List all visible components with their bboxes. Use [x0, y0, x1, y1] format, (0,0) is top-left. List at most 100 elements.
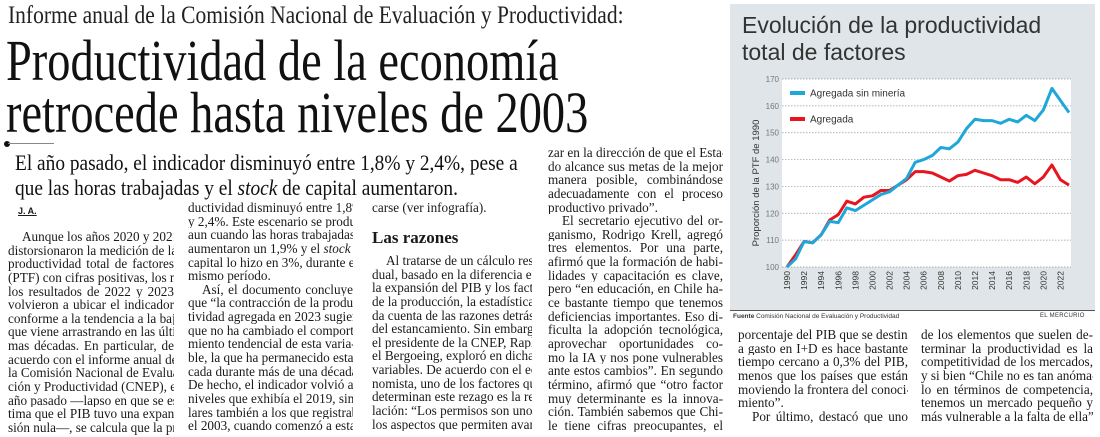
- text-line: año pasado —lapso en que se es-: [8, 393, 174, 408]
- y-tick-label: 150: [766, 129, 780, 138]
- text-line: ce bastante tiempo que tenemos: [548, 296, 723, 310]
- text-line: mas décadas. En particular, de: [8, 339, 174, 353]
- deck-line-2: que las horas trabajadas y el stock de c…: [15, 175, 458, 201]
- text-line: ción y Productividad (CNEP), el: [8, 380, 174, 394]
- text-segment: El año pasado, el indicador disminuyó en…: [15, 150, 518, 175]
- source-text: Comisión Nacional de Evaluación y Produc…: [756, 313, 900, 320]
- text-line: cada durante más de una década”.: [188, 364, 353, 379]
- y-tick-label: 160: [766, 102, 780, 111]
- x-tick-label: 1994: [816, 271, 826, 290]
- y-tick-label: 140: [766, 156, 780, 165]
- text-line: término, afirmó que “otro factor: [548, 377, 723, 392]
- text-line: del estancamiento. Sin embargo,: [372, 322, 532, 336]
- text-line: le tiene cifras preocupantes, el: [548, 418, 723, 433]
- text-line: ductividad disminuyó entre 1,8%: [188, 201, 353, 215]
- text-line: ante estos cambios”. En segundo: [548, 364, 723, 378]
- text-line: El secretario ejecutivo del or-: [562, 214, 723, 228]
- text-line: aumentaron un 1,9% y el stock de: [188, 242, 353, 256]
- text-line: acuerdo con el informe anual de: [8, 352, 174, 367]
- x-tick-label: 2002: [885, 271, 895, 290]
- text-line: da cuenta de las razones detrás: [372, 308, 532, 323]
- text-line: competitividad de los mercados,: [921, 355, 1093, 369]
- rule-line: [8, 143, 54, 144]
- text-segment: de capital aumentaron.: [277, 175, 458, 200]
- y-tick-label: 170: [766, 75, 780, 84]
- text-column-3-body: Al tratarse de un cálculo resi-dual, bas…: [372, 254, 532, 431]
- text-line: porcentaje del PIB que se destina: [738, 328, 908, 342]
- text-line: manera posible, combinándose: [548, 173, 723, 187]
- text-line: lo en términos de competencia,: [921, 382, 1093, 397]
- text-line: aun cuando las horas trabajadas: [188, 228, 353, 242]
- headline-line-1: Productividad de la economía: [6, 28, 559, 93]
- byline: J. A.: [18, 206, 37, 216]
- text-line: ganismo, Rodrigo Krell, agregó: [548, 227, 723, 242]
- legend-label: Agregada: [810, 115, 854, 126]
- text-line: dual, basado en la diferencia entre: [372, 267, 532, 282]
- text-line: variables. De acuerdo con el eco-: [372, 363, 532, 377]
- text-line: de la producción, la estadística no: [372, 294, 532, 309]
- text-line: tima que el PIB tuvo una expan-: [8, 407, 174, 421]
- brand-credit: EL MERCURIO: [1040, 313, 1085, 319]
- text-line: Así, el documento concluye: [202, 282, 353, 297]
- x-tick-label: 2020: [1038, 271, 1048, 290]
- legend-label: Agregada sin minería: [810, 89, 905, 100]
- source-rule: [730, 310, 1095, 311]
- text-column-2: ductividad disminuyó entre 1,8% y 2,4%. E…: [188, 201, 353, 433]
- text-line: lidades y capacitación es clave,: [548, 268, 723, 283]
- source-label: Fuente: [733, 313, 755, 320]
- text-line: miento tendencial de esta varia-: [188, 337, 353, 352]
- x-tick-label: 2018: [1021, 271, 1031, 290]
- text-line: capital lo hizo en 3%, durante el: [188, 255, 353, 270]
- y-tick-label: 120: [766, 209, 780, 218]
- text-line: y si bien “Chile no es tan anóma-: [921, 368, 1093, 383]
- series-line-agregada: [785, 163, 1070, 268]
- text-line: y 2,4%. Este escenario se produjo: [188, 214, 353, 229]
- text-line: el presidente de la CNEP, Rapha-: [372, 335, 532, 350]
- text-line: terminar la productividad es la: [921, 341, 1093, 356]
- text-line: el 2003, cuando comenzó a estan-: [188, 419, 353, 433]
- x-tick-label: 2004: [902, 271, 912, 290]
- text-column-1: Aunque los años 2020 y 2021 distorsionaro…: [8, 230, 174, 435]
- text-line: lares también a los que registraba: [188, 405, 353, 420]
- text-line: zar en la dirección de que el Esta-: [548, 146, 723, 160]
- rule-dot: [4, 141, 10, 147]
- text-line: conforme a la tendencia a la baja: [8, 311, 174, 326]
- text-line: ble, la que ha permanecido estan-: [188, 351, 353, 365]
- text-line: la expansión del PIB y los factores: [372, 281, 532, 295]
- x-tick-label: 2022: [1055, 271, 1065, 290]
- text-line: los aspectos que permiten avan-: [372, 417, 532, 432]
- x-tick-label: 2010: [953, 271, 963, 290]
- text-line: do alcance sus metas de la mejor: [548, 159, 723, 174]
- text-line: tiempo cercano a 0,3% del PIB,: [738, 355, 908, 369]
- y-axis-label: Proporción de la PTF de 1990: [751, 120, 762, 247]
- x-tick-label: 1996: [833, 271, 843, 290]
- chart-title: Evolución de la productividad total de f…: [742, 12, 1041, 66]
- text-line: Aunque los años 2020 y 2021: [22, 230, 174, 244]
- text-line: tividad agregada en 2023 sugiere: [188, 310, 353, 324]
- italic-text: stock: [323, 241, 351, 256]
- text-line: moviendo la frontera del conoci-: [738, 382, 908, 397]
- chart-title-line-1: Evolución de la productividad: [742, 12, 1042, 38]
- text-line: productividad total de factores: [8, 257, 174, 271]
- text-line: aprovechar oportunidades co-: [548, 336, 723, 351]
- text-line: que viene arrastrando en las últi-: [8, 325, 174, 340]
- text-line: más vulnerable a la falta de ella”.: [921, 409, 1093, 424]
- series-line-agregada-sin-mineria: [785, 86, 1071, 269]
- text-line: tenemos un mercado pequeño y: [921, 396, 1093, 410]
- text-line: (PTF) con cifras positivas, los ma-: [8, 270, 174, 285]
- text-line: miento”.: [738, 396, 784, 410]
- text-column-6: de los elementos que suelen de-terminar …: [921, 328, 1093, 423]
- text-line: carse (ver infografía).: [372, 201, 487, 215]
- text-column-4: zar en la dirección de que el Esta-do al…: [548, 146, 723, 432]
- text-line: mo la IA y nos pone vulnerables: [548, 350, 723, 365]
- text-line: muy determinante es la innova-: [548, 391, 723, 406]
- italic-text: stock: [237, 175, 278, 200]
- text-line: afirmó que la formación de habi-: [548, 255, 723, 269]
- text-column-3: carse (ver infografía).: [372, 201, 532, 215]
- y-tick-label: 100: [766, 263, 780, 272]
- x-tick-label: 2016: [1004, 271, 1014, 290]
- text-line: productivo privado”.: [548, 200, 658, 215]
- text-line: la Comisión Nacional de Evalua-: [8, 366, 174, 381]
- text-line: el Bergoeing, exploró en dichas: [372, 349, 532, 364]
